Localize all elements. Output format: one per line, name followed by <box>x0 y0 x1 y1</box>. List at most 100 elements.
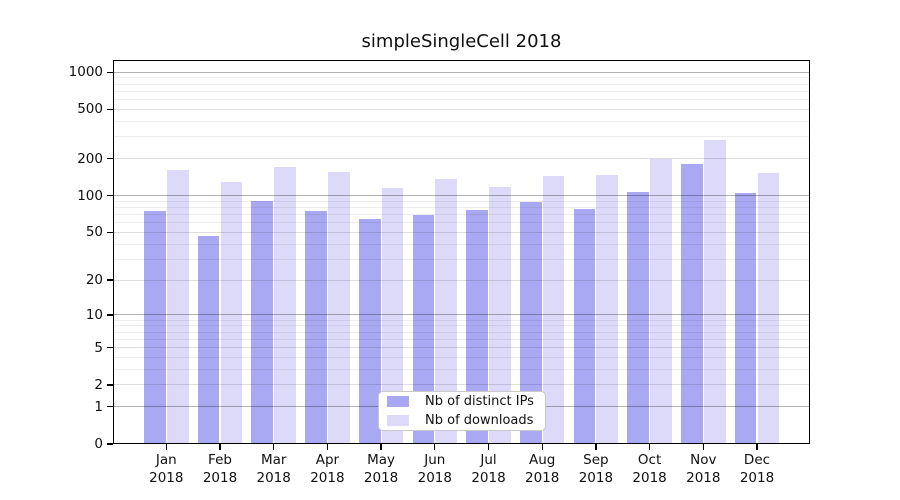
bar-downloads <box>166 169 189 444</box>
bar-distinct-ips <box>197 235 220 444</box>
grid-line <box>113 243 810 245</box>
x-tick-label: Dec 2018 <box>739 451 775 487</box>
y-tick-label: 1000 <box>68 64 103 81</box>
x-tick-label: Feb 2018 <box>202 451 238 487</box>
x-tick-label: Jan 2018 <box>149 451 184 487</box>
plot-area: Nb of distinct IPs Nb of downloads <box>113 60 810 444</box>
grid-line <box>113 71 810 73</box>
y-tick-mark <box>107 406 113 408</box>
bar-downloads <box>220 182 243 444</box>
grid-line <box>113 207 810 209</box>
grid-line <box>113 200 810 202</box>
chart-title: simpleSingleCell 2018 <box>361 31 562 52</box>
x-tick-mark <box>326 444 329 450</box>
x-tick-label: May 2018 <box>363 451 399 487</box>
bar-downloads <box>757 173 780 444</box>
grid-line <box>113 347 810 349</box>
y-tick-mark <box>107 346 113 349</box>
legend-swatch-downloads-icon <box>387 415 409 426</box>
grid-line <box>113 314 810 316</box>
bar-distinct-ips <box>251 200 274 444</box>
bar-distinct-ips <box>466 210 488 444</box>
y-tick-mark <box>107 443 113 445</box>
x-tick-label: Sep 2018 <box>578 451 614 487</box>
x-tick-mark <box>541 444 543 450</box>
bar-downloads <box>542 176 565 444</box>
grid-line <box>113 325 810 327</box>
x-tick-label: Oct 2018 <box>632 451 667 487</box>
y-tick-mark <box>107 231 113 234</box>
bar-distinct-ips <box>734 192 757 444</box>
y-tick-mark <box>107 314 113 316</box>
grid-line <box>113 99 810 101</box>
y-tick-mark <box>107 194 113 197</box>
grid-line <box>113 158 810 160</box>
bar-distinct-ips <box>412 214 435 444</box>
grid-line <box>113 231 810 233</box>
y-tick-label: 0 <box>94 436 103 452</box>
x-tick-mark <box>219 444 221 450</box>
y-tick-label: 5 <box>94 339 103 356</box>
x-tick-label: Mar 2018 <box>256 451 291 487</box>
y-tick-label: 100 <box>77 187 103 204</box>
bar-downloads <box>650 158 672 444</box>
y-tick-mark <box>107 108 113 111</box>
x-tick-label: Apr 2018 <box>310 451 345 487</box>
bar-distinct-ips <box>305 210 327 444</box>
x-tick-label: Nov 2018 <box>686 451 721 487</box>
y-tick-mark <box>107 71 113 73</box>
grid-line <box>113 108 810 110</box>
gridlines-layer <box>113 60 810 444</box>
x-tick-label: Jun 2018 <box>417 451 452 487</box>
x-tick-mark <box>165 444 167 450</box>
x-tick-mark <box>380 444 382 450</box>
grid-line <box>113 258 810 260</box>
y-tick-mark <box>107 384 113 386</box>
x-tick-label: Aug 2018 <box>525 451 560 487</box>
bar-distinct-ips <box>573 208 596 444</box>
y-tick-label: 10 <box>85 306 103 323</box>
y-tick-label: 500 <box>77 101 103 118</box>
y-tick-label: 1 <box>94 398 103 415</box>
bar-distinct-ips <box>681 164 703 444</box>
y-tick-label: 200 <box>77 150 103 167</box>
bars-layer <box>113 60 810 444</box>
x-tick-mark <box>273 444 275 450</box>
grid-line <box>113 384 810 386</box>
bar-downloads <box>596 175 619 444</box>
grid-line <box>113 195 810 197</box>
grid-line <box>113 120 810 122</box>
bar-downloads <box>327 171 350 444</box>
x-tick-label: Jul 2018 <box>471 451 506 487</box>
grid-line <box>113 368 810 370</box>
legend-label-distinct-ips: Nb of distinct IPs <box>425 394 534 409</box>
x-tick-mark <box>648 444 651 450</box>
y-tick-mark <box>107 157 113 160</box>
grid-line <box>113 356 810 358</box>
legend-item-downloads: Nb of downloads <box>379 413 545 429</box>
grid-line <box>113 319 810 321</box>
grid-line <box>113 83 810 85</box>
bar-downloads <box>703 140 726 444</box>
bar-downloads <box>381 187 404 444</box>
legend: Nb of distinct IPs Nb of downloads <box>378 391 546 431</box>
x-tick-mark <box>434 444 436 450</box>
x-tick-mark <box>756 444 758 450</box>
bar-downloads <box>274 166 296 444</box>
grid-line <box>113 136 810 138</box>
grid-line <box>113 338 810 340</box>
y-tick-label: 50 <box>85 224 103 241</box>
y-tick-mark <box>107 279 113 281</box>
grid-line <box>113 77 810 79</box>
bar-downloads <box>435 178 458 444</box>
legend-item-distinct-ips: Nb of distinct IPs <box>379 394 545 410</box>
y-tick-label: 20 <box>85 272 103 289</box>
y-tick-label: 2 <box>94 376 103 393</box>
bar-distinct-ips <box>144 210 166 444</box>
x-tick-mark <box>595 444 597 450</box>
grid-line <box>113 90 810 92</box>
legend-label-downloads: Nb of downloads <box>425 413 534 428</box>
bar-distinct-ips <box>627 191 650 444</box>
bar-downloads <box>489 186 511 444</box>
